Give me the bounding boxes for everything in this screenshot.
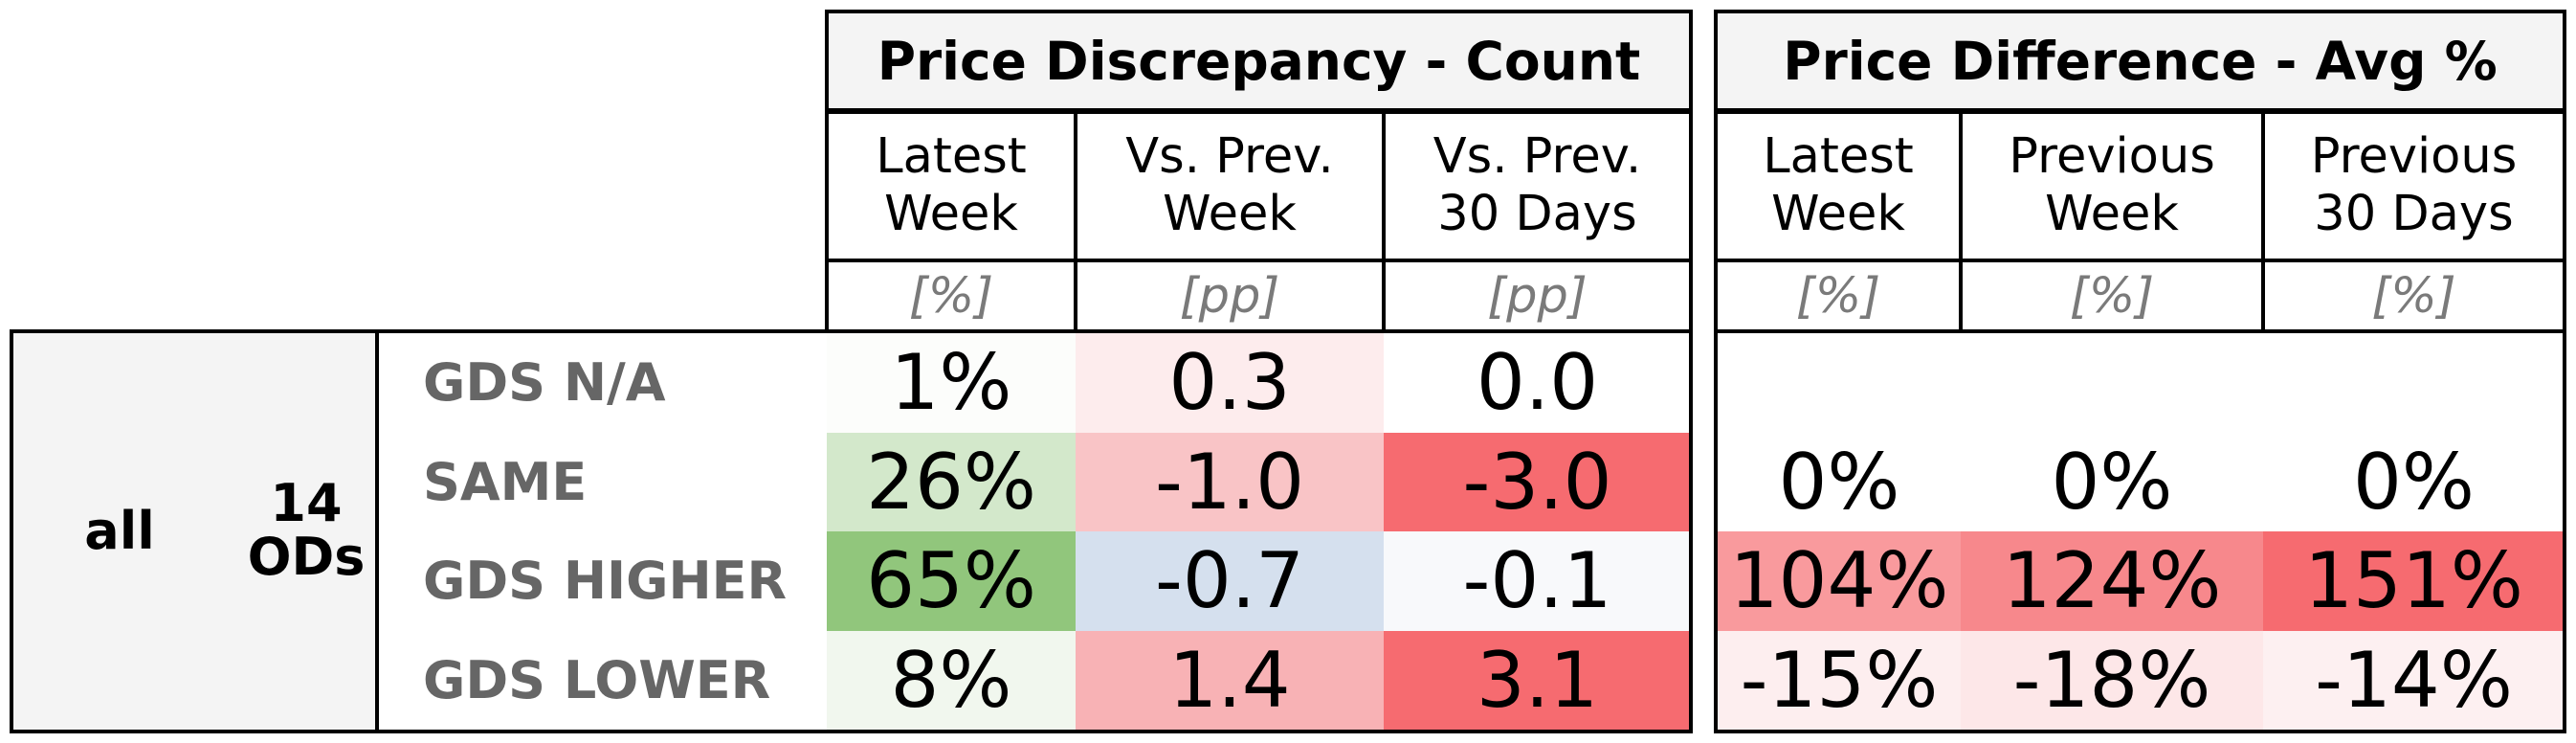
avg-cell: -15%: [1718, 630, 1961, 730]
avg-cell: 0%: [1961, 432, 2263, 531]
avg-cell: 0%: [1718, 432, 1961, 531]
avg-cell: [1961, 333, 2263, 433]
segment-label: all: [84, 501, 155, 561]
divider: [1714, 329, 2566, 333]
divider: [1714, 730, 2566, 733]
count-cell: 3.1: [1384, 630, 1691, 730]
count-cell: 8%: [827, 630, 1076, 730]
count-cell: 65%: [827, 531, 1076, 631]
segment-panel: [11, 331, 377, 732]
unit-avg-prev-week: [%]: [2069, 267, 2155, 325]
row-label: SAME: [423, 451, 588, 512]
divider: [2261, 110, 2265, 331]
divider: [825, 110, 1693, 114]
group-title-count: Price Discrepancy - Count: [825, 10, 1693, 112]
col-header-avg-prev-30: Previous 30 Days: [2310, 127, 2518, 242]
divider: [1714, 110, 2566, 114]
divider: [1714, 259, 2566, 262]
col-header-avg-latest: Latest Week: [1763, 127, 1914, 242]
count-cell: 0.3: [1076, 333, 1384, 433]
count-cell: 0.0: [1384, 333, 1691, 433]
row-label: GDS HIGHER: [423, 551, 788, 612]
divider: [1959, 110, 1963, 331]
unit-count-prev-week: [pp]: [1179, 267, 1280, 325]
avg-cell: -18%: [1961, 630, 2263, 730]
avg-cell: 0%: [2263, 432, 2565, 531]
col-header-avg-prev-week: Previous Week: [2009, 127, 2215, 242]
unit-count-latest: [%]: [908, 267, 994, 325]
count-cell: -0.7: [1076, 531, 1384, 631]
divider: [375, 329, 379, 733]
divider: [10, 329, 1693, 333]
count-cell: 26%: [827, 432, 1076, 531]
row-label: GDS N/A: [423, 352, 666, 414]
avg-cell: [2263, 333, 2565, 433]
unit-avg-prev-30: [%]: [2371, 267, 2456, 325]
divider: [825, 259, 1693, 262]
divider: [10, 329, 13, 733]
count-cell: 1.4: [1076, 630, 1384, 730]
col-header-count-latest: Latest Week: [876, 127, 1027, 242]
avg-cell: 104%: [1718, 531, 1961, 631]
divider: [1714, 10, 1718, 733]
avg-cell: 124%: [1961, 531, 2263, 631]
row-label: GDS LOWER: [423, 649, 771, 710]
divider: [10, 730, 1693, 733]
od-count-label: 14 ODs: [247, 473, 366, 587]
col-header-count-prev-week: Vs. Prev. Week: [1125, 127, 1334, 242]
divider: [1074, 110, 1077, 331]
group-title-avg: Price Difference - Avg %: [1714, 10, 2566, 112]
count-cell: -3.0: [1384, 432, 1691, 531]
avg-cell: 151%: [2263, 531, 2565, 631]
unit-avg-latest: [%]: [1795, 267, 1881, 325]
divider: [2563, 10, 2566, 733]
divider: [825, 10, 829, 331]
unit-count-prev-30: [pp]: [1487, 267, 1588, 325]
col-header-count-prev-30: Vs. Prev. 30 Days: [1432, 127, 1642, 242]
divider: [1382, 110, 1386, 331]
divider: [1689, 10, 1693, 733]
avg-cell: -14%: [2263, 630, 2565, 730]
count-cell: -0.1: [1384, 531, 1691, 631]
avg-cell: [1718, 333, 1961, 433]
count-cell: -1.0: [1076, 432, 1384, 531]
count-cell: 1%: [827, 333, 1076, 433]
